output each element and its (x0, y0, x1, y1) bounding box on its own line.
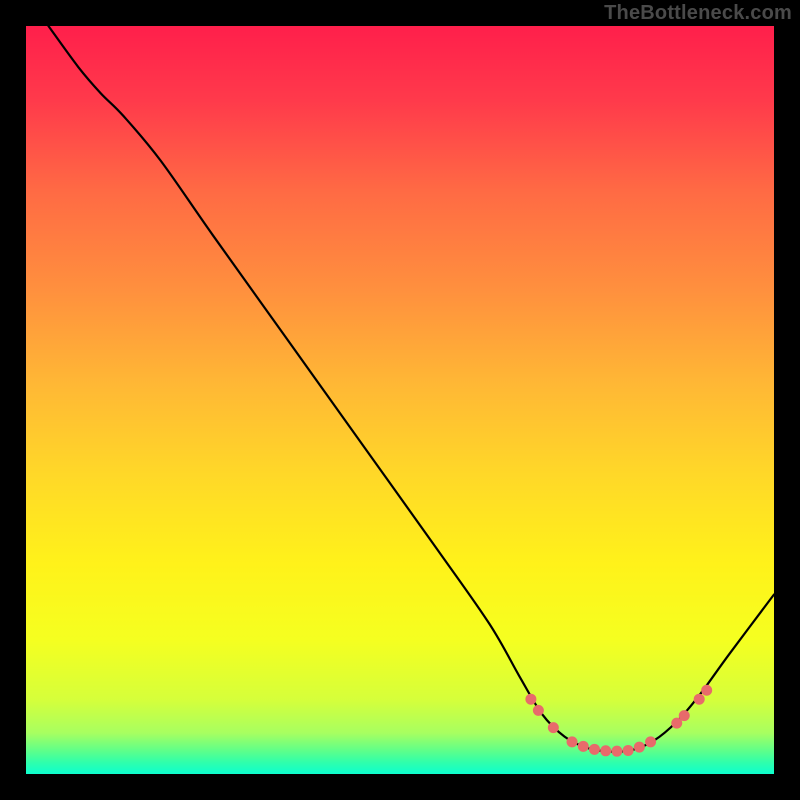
attribution-label: TheBottleneck.com (604, 2, 792, 25)
marker-point (679, 711, 689, 721)
marker-point (612, 746, 622, 756)
plot-area (26, 26, 774, 774)
marker-point (601, 746, 611, 756)
marker-point (589, 744, 599, 754)
marker-point (672, 718, 682, 728)
marker-point (623, 745, 633, 755)
marker-point (533, 705, 543, 715)
marker-point (634, 742, 644, 752)
plot-overlay-svg (26, 26, 774, 774)
marker-point (646, 737, 656, 747)
marker-point (548, 723, 558, 733)
marker-point (567, 737, 577, 747)
marker-point (526, 694, 536, 704)
marker-point (578, 741, 588, 751)
chart-root: TheBottleneck.com (0, 0, 800, 800)
marker-point (694, 694, 704, 704)
marker-point (702, 685, 712, 695)
bottleneck-curve (48, 26, 774, 752)
